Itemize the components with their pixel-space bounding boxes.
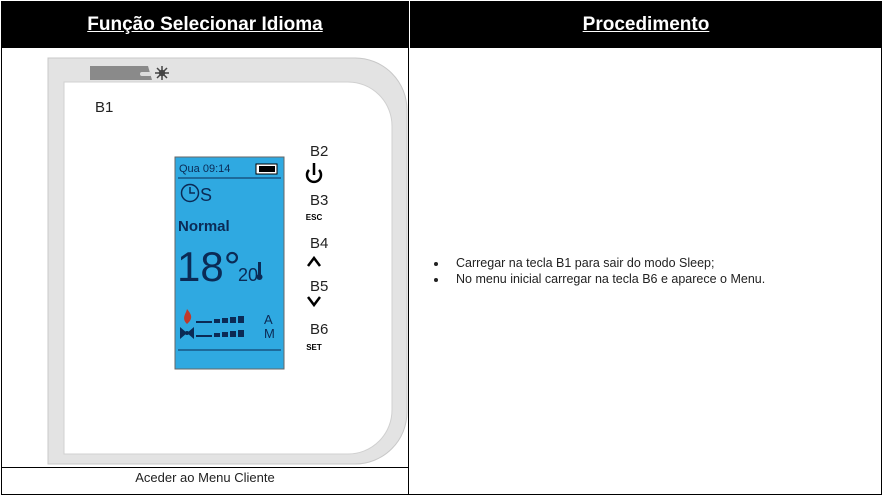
thermometer-icon — [256, 262, 263, 280]
screen-fan-mode: M — [264, 326, 275, 341]
screen-setpoint: 20 — [238, 265, 258, 285]
header-left: Função Selecionar Idioma — [1, 1, 409, 48]
power-icon — [305, 163, 323, 184]
procedure-step: Carregar na tecla B1 para sair do modo S… — [448, 255, 864, 271]
screen-status: Normal — [178, 218, 230, 235]
screen-temperature: 18° — [177, 243, 241, 290]
header-right: Procedimento — [409, 1, 882, 48]
procedure-step: No menu inicial carregar na tecla B6 e a… — [448, 271, 864, 287]
button-key: ESC — [306, 213, 323, 222]
button-label: B6 — [310, 321, 328, 338]
screen-mode: S — [200, 185, 212, 205]
column-divider — [408, 48, 409, 495]
sun-icon — [155, 66, 169, 80]
battery-level — [259, 166, 275, 172]
flame-bars — [196, 316, 244, 323]
b1-led — [140, 72, 152, 76]
down-icon — [307, 296, 321, 308]
button-label: B2 — [310, 143, 328, 160]
procedure-list: Carregar na tecla B1 para sair do modo S… — [428, 255, 864, 287]
screen-time: Qua 09:14 — [179, 163, 230, 175]
flame-icon — [184, 309, 192, 324]
fan-icon — [180, 327, 194, 339]
button-label: B5 — [310, 278, 328, 295]
button-label: B1 — [95, 99, 113, 116]
caption-divider — [1, 467, 409, 468]
procedure: Carregar na tecla B1 para sair do modo S… — [428, 255, 864, 287]
fan-bars — [196, 330, 244, 337]
caption: Aceder ao Menu Cliente — [135, 470, 275, 485]
device-illustration: B1 B2 B3 ESC B4 B5 B6 SET Qua 09:14 S No… — [47, 57, 408, 465]
button-key: SET — [306, 343, 322, 352]
b1-button — [90, 66, 152, 80]
button-label: B3 — [310, 192, 328, 209]
up-icon — [307, 255, 321, 267]
button-label: B4 — [310, 235, 328, 252]
clock-icon — [180, 183, 200, 203]
screen-flame-mode: A — [264, 312, 273, 327]
